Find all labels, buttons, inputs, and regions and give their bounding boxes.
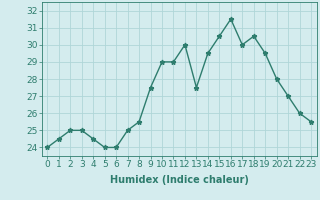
X-axis label: Humidex (Indice chaleur): Humidex (Indice chaleur) [110,175,249,185]
